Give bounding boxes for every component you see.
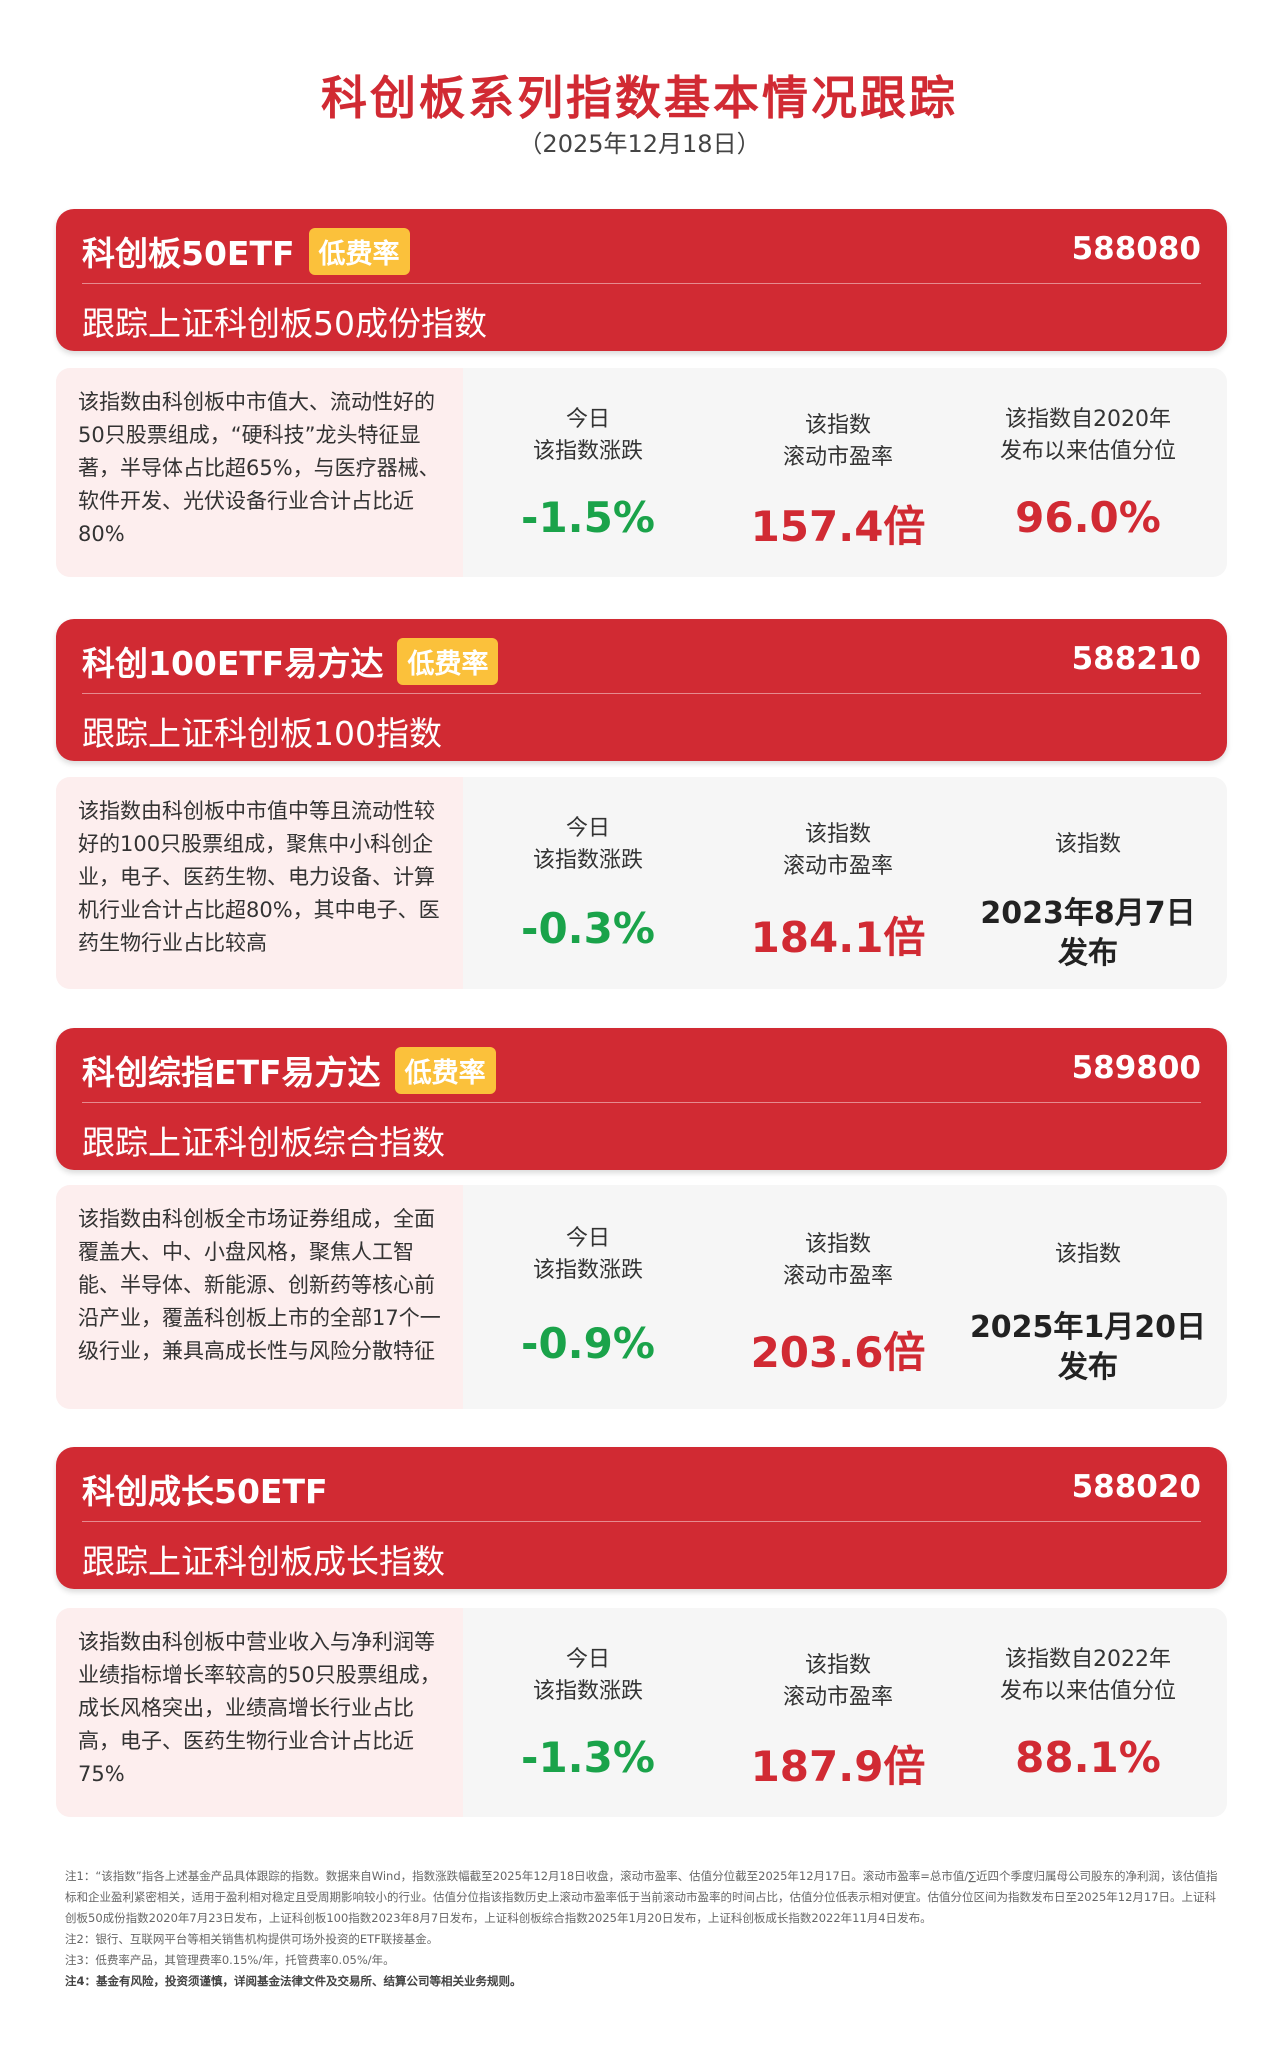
pe-stat: 该指数 滚动市盈率 203.6倍 bbox=[713, 1185, 963, 1409]
pe-value: 157.4倍 bbox=[750, 502, 926, 551]
pe-label-1: 该指数 bbox=[804, 822, 871, 847]
fund-card-header[interactable]: 科创100ETF易方达 低费率 588210 跟踪上证科创板100指数 bbox=[56, 619, 1227, 761]
daily-change-stat: 今日 该指数涨跌 -0.3% bbox=[463, 777, 713, 989]
launch-suffix: 发布 bbox=[1058, 1350, 1118, 1385]
low-fee-badge: 低费率 bbox=[308, 227, 410, 275]
pe-label-1: 该指数 bbox=[804, 413, 871, 438]
pe-label-2: 滚动市盈率 bbox=[782, 1685, 893, 1710]
fund-card-body: 该指数由科创板中市值大、流动性好的50只股票组成，“硬科技”龙头特征显著，半导体… bbox=[56, 368, 1227, 577]
change-label-1: 今日 bbox=[565, 407, 610, 432]
page-title: 科创板系列指数基本情况跟踪 bbox=[321, 71, 958, 125]
valuation-percentile: 88.1% bbox=[1015, 1733, 1161, 1782]
fund-card-body: 该指数由科创板全市场证券组成，全面覆盖大、中、小盘风格，聚焦人工智能、半导体、新… bbox=[56, 1185, 1227, 1409]
low-fee-badge: 低费率 bbox=[397, 637, 499, 685]
launch-label: 该指数 bbox=[1054, 1242, 1121, 1267]
divider bbox=[82, 1102, 1201, 1103]
pe-label-1: 该指数 bbox=[804, 1232, 871, 1257]
fund-name: 科创100ETF易方达 bbox=[82, 644, 384, 683]
tracked-index: 跟踪上证科创板综合指数 bbox=[82, 1123, 445, 1162]
change-label-2: 该指数涨跌 bbox=[532, 848, 643, 873]
fund-name: 科创板50ETF bbox=[82, 234, 295, 273]
pe-value: 187.9倍 bbox=[750, 1742, 926, 1791]
page-date: （2025年12月18日） bbox=[518, 130, 761, 158]
note-4: 注4：基金有风险，投资须谨慎，详阅基金法律文件及交易所、结算公司等相关业务规则。 bbox=[65, 1974, 522, 1988]
launch-date-text: 2023年8月7日 bbox=[980, 896, 1196, 931]
fund-code: 589800 bbox=[1071, 1050, 1201, 1086]
fund-card-header[interactable]: 科创成长50ETF 588020 跟踪上证科创板成长指数 bbox=[56, 1447, 1227, 1589]
daily-change-stat: 今日 该指数涨跌 -0.9% bbox=[463, 1185, 713, 1409]
fund-card-body: 该指数由科创板中营业收入与净利润等业绩指标增长率较高的50只股票组成，成长风格突… bbox=[56, 1608, 1227, 1817]
low-fee-badge: 低费率 bbox=[394, 1046, 496, 1094]
launch-date: 2023年8月7日 发布 bbox=[963, 894, 1213, 974]
change-label-1: 今日 bbox=[565, 1647, 610, 1672]
third-stat: 该指数自2022年 发布以来估值分位 88.1% bbox=[963, 1608, 1213, 1817]
valuation-percentile: 96.0% bbox=[1015, 493, 1161, 542]
daily-change-stat: 今日 该指数涨跌 -1.5% bbox=[463, 368, 713, 577]
fund-card-body: 该指数由科创板中市值中等且流动性较好的100只股票组成，聚焦中小科创企业，电子、… bbox=[56, 777, 1227, 989]
daily-change-value: -0.9% bbox=[521, 1319, 655, 1368]
third-stat: 该指数自2020年 发布以来估值分位 96.0% bbox=[963, 368, 1213, 577]
pe-label-2: 滚动市盈率 bbox=[782, 1264, 893, 1289]
third-stat: 该指数 2023年8月7日 发布 bbox=[963, 777, 1213, 989]
pe-stat: 该指数 滚动市盈率 187.9倍 bbox=[713, 1608, 963, 1817]
fund-card-header[interactable]: 科创板50ETF 低费率 588080 跟踪上证科创板50成份指数 bbox=[56, 209, 1227, 351]
fund-name: 科创综指ETF易方达 bbox=[82, 1053, 381, 1092]
change-label-1: 今日 bbox=[565, 816, 610, 841]
daily-change-value: -1.5% bbox=[521, 493, 655, 542]
pe-value: 184.1倍 bbox=[750, 913, 926, 962]
change-label-2: 该指数涨跌 bbox=[532, 439, 643, 464]
third-stat: 该指数 2025年1月20日 发布 bbox=[963, 1185, 1213, 1409]
launch-label: 该指数 bbox=[1054, 832, 1121, 857]
divider bbox=[82, 1521, 1201, 1522]
daily-change-stat: 今日 该指数涨跌 -1.3% bbox=[463, 1608, 713, 1817]
daily-change-value: -0.3% bbox=[521, 904, 655, 953]
tracked-index: 跟踪上证科创板50成份指数 bbox=[82, 304, 487, 343]
pe-value: 203.6倍 bbox=[750, 1328, 926, 1377]
note-3: 注3：低费率产品，其管理费率0.15%/年，托管费率0.05%/年。 bbox=[65, 1953, 395, 1967]
pe-stat: 该指数 滚动市盈率 184.1倍 bbox=[713, 777, 963, 989]
index-description: 该指数由科创板全市场证券组成，全面覆盖大、中、小盘风格，聚焦人工智能、半导体、新… bbox=[56, 1185, 463, 1409]
index-description: 该指数由科创板中营业收入与净利润等业绩指标增长率较高的50只股票组成，成长风格突… bbox=[56, 1608, 463, 1817]
note-1: 注1：“该指数”指各上述基金产品具体跟踪的指数。数据来自Wind，指数涨跌幅截至… bbox=[65, 1869, 1218, 1925]
fund-code: 588020 bbox=[1071, 1469, 1201, 1505]
launch-suffix: 发布 bbox=[1058, 936, 1118, 971]
fund-code: 588080 bbox=[1071, 231, 1201, 267]
daily-change-value: -1.3% bbox=[521, 1733, 655, 1782]
divider bbox=[82, 693, 1201, 694]
footnotes: 注1：“该指数”指各上述基金产品具体跟踪的指数。数据来自Wind，指数涨跌幅截至… bbox=[65, 1866, 1225, 1992]
valuation-label-1: 该指数自2022年 bbox=[1005, 1647, 1171, 1672]
index-description: 该指数由科创板中市值中等且流动性较好的100只股票组成，聚焦中小科创企业，电子、… bbox=[56, 777, 463, 989]
divider bbox=[82, 283, 1201, 284]
valuation-label-2: 发布以来估值分位 bbox=[999, 1679, 1176, 1704]
change-label-1: 今日 bbox=[565, 1226, 610, 1251]
tracked-index: 跟踪上证科创板100指数 bbox=[82, 714, 442, 753]
launch-date: 2025年1月20日 发布 bbox=[963, 1308, 1213, 1388]
pe-label-2: 滚动市盈率 bbox=[782, 445, 893, 470]
valuation-label-1: 该指数自2020年 bbox=[1005, 407, 1171, 432]
fund-card-header[interactable]: 科创综指ETF易方达 低费率 589800 跟踪上证科创板综合指数 bbox=[56, 1028, 1227, 1170]
valuation-label-2: 发布以来估值分位 bbox=[999, 439, 1176, 464]
tracked-index: 跟踪上证科创板成长指数 bbox=[82, 1542, 445, 1581]
pe-label-1: 该指数 bbox=[804, 1653, 871, 1678]
pe-stat: 该指数 滚动市盈率 157.4倍 bbox=[713, 368, 963, 577]
change-label-2: 该指数涨跌 bbox=[532, 1679, 643, 1704]
pe-label-2: 滚动市盈率 bbox=[782, 854, 893, 879]
change-label-2: 该指数涨跌 bbox=[532, 1258, 643, 1283]
fund-name: 科创成长50ETF bbox=[82, 1472, 328, 1511]
launch-date-text: 2025年1月20日 bbox=[969, 1310, 1207, 1345]
index-description: 该指数由科创板中市值大、流动性好的50只股票组成，“硬科技”龙头特征显著，半导体… bbox=[56, 368, 463, 577]
fund-code: 588210 bbox=[1071, 641, 1201, 677]
note-2: 注2：银行、互联网平台等相关销售机构提供可场外投资的ETF联接基金。 bbox=[65, 1932, 439, 1946]
